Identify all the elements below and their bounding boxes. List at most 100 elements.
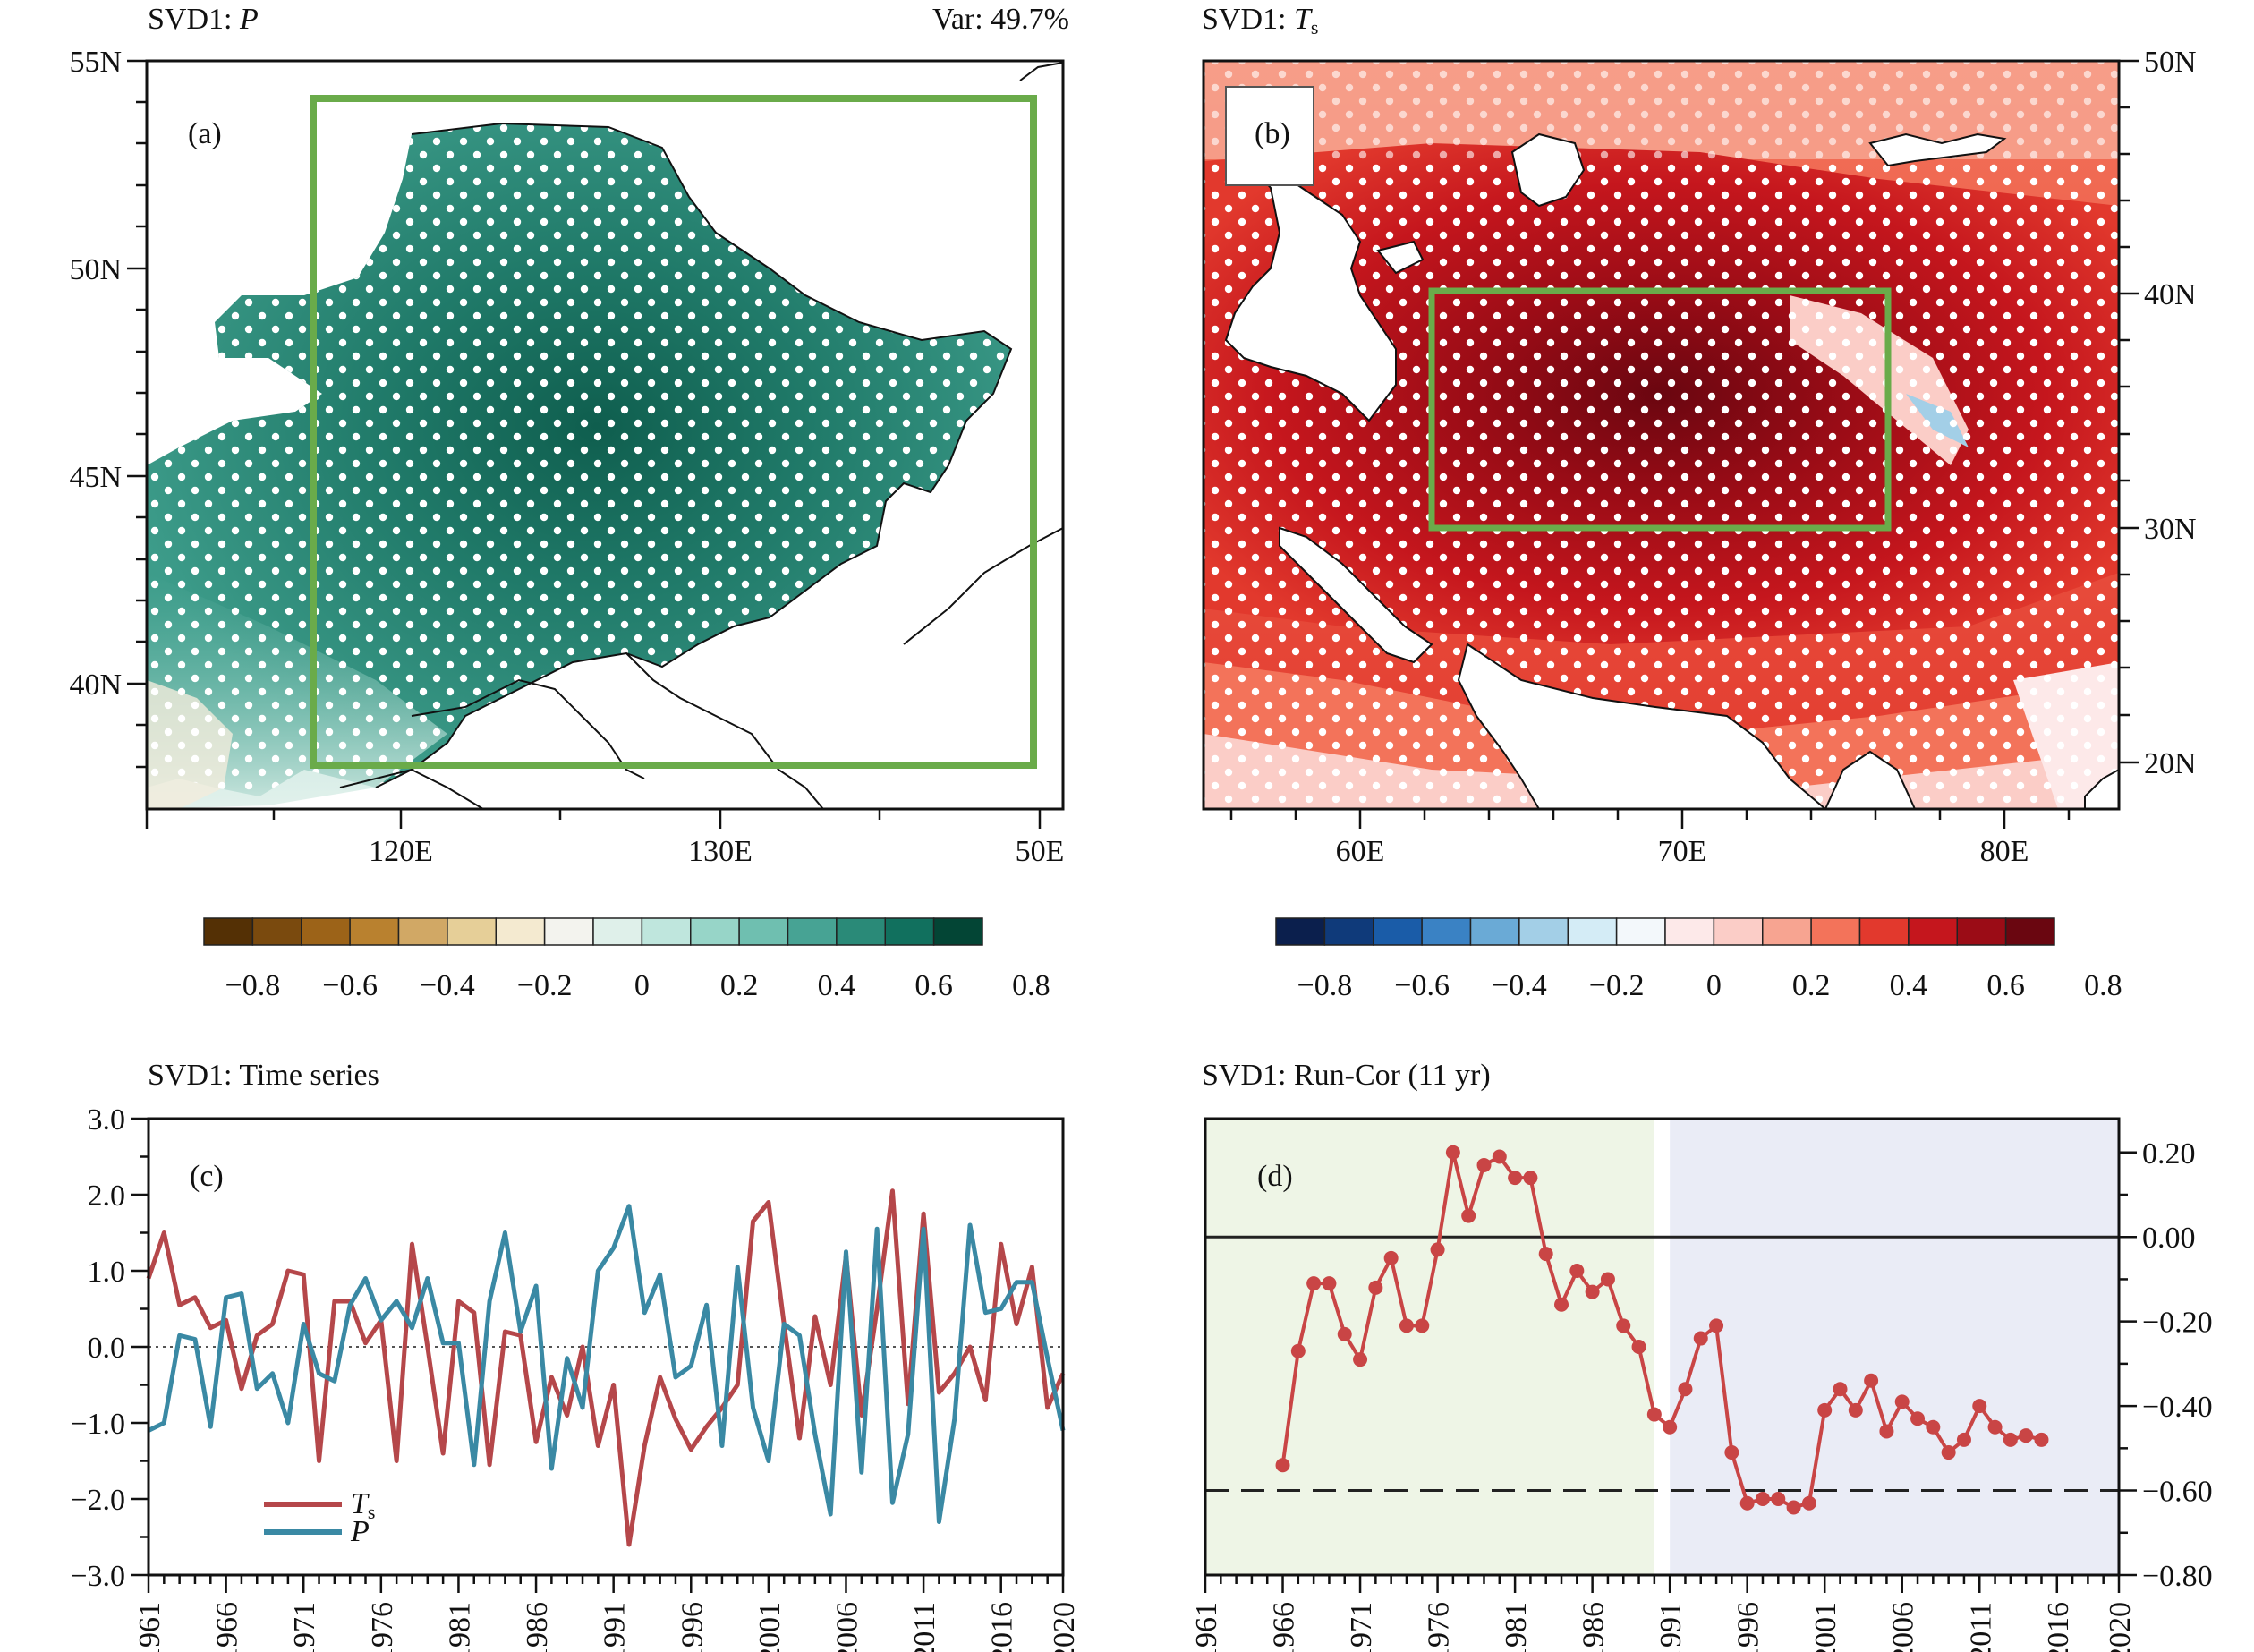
run-cor-point [1492,1149,1507,1164]
panel-a-variance: Var: 49.7% [932,3,1069,36]
colorbar-b-swatch [1275,917,1326,946]
run-cor-point [2003,1432,2018,1447]
panel-d-xtick-label: 1961 [1190,1602,1223,1652]
panel-d-ytick-label: −0.20 [2142,1307,2213,1340]
panel-d-xtick-label: 2011 [1964,1602,1997,1652]
colorbar-a-swatch [495,917,546,946]
colorbar-b: −0.8 −0.6 −0.4 −0.2 0 0.2 0.4 0.6 0.8 [1275,917,2122,1002]
run-cor-point [1786,1500,1801,1515]
panel-c-xtick-label: 1966 [211,1602,244,1652]
colorbar-b-swatch [1373,917,1423,946]
panel-a-lat-tick: 40N [69,668,122,702]
colorbar-a-tick-label: 0.6 [914,969,953,1002]
run-cor-point [1306,1276,1322,1291]
colorbar-a-swatch [690,917,740,946]
colorbar-b-swatch [1615,917,1666,946]
run-cor-point [1353,1352,1368,1367]
run-cor-point [1972,1399,1987,1414]
panel-d-xtick-label: 1971 [1345,1602,1378,1652]
run-cor-point [1523,1171,1538,1186]
run-cor-point [1399,1318,1414,1333]
panel-d-title: SVD1: Run-Cor (11 yr) [1202,1059,1491,1092]
panel-b-title: SVD1: Ts [1202,3,1318,38]
run-cor-point [1461,1208,1476,1223]
panel-c-label: (c) [190,1160,224,1193]
colorbar-b-swatch [1469,917,1520,946]
panel-c-ytick-label: 2.0 [88,1179,126,1213]
run-cor-point [1817,1402,1833,1418]
colorbar-b-tick-label: −0.4 [1492,969,1547,1002]
run-cor-point [1709,1318,1724,1333]
run-cor-point [1941,1445,1956,1460]
panel-b-arabian-sea [1457,643,1827,809]
colorbar-a-swatch [738,917,789,946]
panel-b-lon-tick: 80E [1980,835,2029,868]
run-cor-point [1554,1297,1569,1312]
run-cor-point [1864,1373,1879,1388]
panel-d-xtick-label: 2006 [1887,1602,1920,1652]
run-cor-point [1801,1495,1816,1511]
colorbar-a: −0.8 −0.6 −0.4 −0.2 0 0.2 0.4 0.6 0.8 [203,917,1050,1002]
panel-d-xtick-label: 1981 [1500,1602,1533,1652]
panel-a-target-box [310,95,1037,769]
run-cor-point [1926,1419,1941,1435]
panel-d-shaded-period [1205,1119,1654,1575]
legend-label-p: P [350,1515,370,1548]
run-cor-point [1600,1272,1615,1287]
panel-c: SVD1: Time series 3.0 2.0 1.0 0.0 −1.0 −2.0 −3… [70,1059,1081,1652]
colorbar-a-tick-label: −0.2 [517,969,573,1002]
panel-c-xtick-label: 1971 [288,1602,321,1652]
colorbar-b-swatch [1518,917,1569,946]
panel-d-ytick-label: 0.00 [2142,1222,2196,1255]
colorbar-b-tick-label: 0.8 [2084,969,2122,1002]
colorbar-a-tick-label: 0.8 [1012,969,1050,1002]
panel-a-title: SVD1: P [148,3,259,36]
panel-b-aral-sea [1510,132,1586,208]
run-cor-point [1430,1242,1445,1257]
colorbar-b-tick-label: 0.4 [1890,969,1928,1002]
colorbar-b-tick-label: −0.8 [1297,969,1353,1002]
run-cor-point [1616,1318,1631,1333]
panel-d-ytick-label: −0.80 [2142,1560,2213,1593]
panel-a-lat-tick: 50N [69,253,122,286]
panel-c-xtick-label: 2016 [986,1602,1019,1652]
panel-b-lat-tick: 30N [2144,513,2197,546]
colorbar-a-tick-label: −0.8 [225,969,281,1002]
panel-c-xtick-label: 1981 [443,1602,476,1652]
colorbar-b-swatch [1421,917,1472,946]
colorbar-a-swatch [447,917,497,946]
run-cor-point [1739,1495,1755,1511]
panel-d-ytick-label: −0.60 [2142,1476,2213,1509]
colorbar-a-tick-label: 0.2 [720,969,759,1002]
panel-d: SVD1: Run-Cor (11 yr) 0.20 0.00 −0.20 −0.40… [1190,1059,2213,1652]
run-cor-point [1755,1492,1770,1506]
panel-a-lat-axis: 55N 50N 45N 40N [69,46,147,769]
colorbar-a-swatch [932,917,983,946]
run-cor-point [1879,1424,1894,1439]
colorbar-b-swatch [1323,917,1374,946]
panel-a-map [147,61,1063,809]
colorbar-a-swatch [641,917,692,946]
colorbar-b-tick-label: 0.6 [1986,969,2025,1002]
run-cor-point [1508,1171,1523,1186]
run-cor-point [1848,1402,1863,1418]
panel-b-target-box [1428,287,1892,532]
legend-label-ts: Ts [351,1487,375,1523]
panel-d-xtick-label: 2020 [2104,1602,2137,1652]
panel-a-lon-axis: 120E 130E 50E [145,809,1064,868]
colorbar-a-swatch [203,917,254,946]
colorbar-a-tick-label: 0.4 [818,969,856,1002]
panel-b-label-box [1225,86,1314,186]
run-cor-point [1415,1318,1430,1333]
run-cor-point [1476,1157,1492,1172]
panel-c-title: SVD1: Time series [148,1059,379,1092]
panel-c-xtick-label: 1986 [521,1602,554,1652]
run-cor-point [1678,1382,1693,1397]
colorbar-a-swatch [836,917,886,946]
run-cor-point [1337,1326,1352,1341]
panel-d-shaded-period [1670,1119,2119,1575]
run-cor-point [1569,1264,1585,1278]
panel-a-lat-tick: 45N [69,461,122,494]
colorbar-b-swatch [1858,917,1910,946]
